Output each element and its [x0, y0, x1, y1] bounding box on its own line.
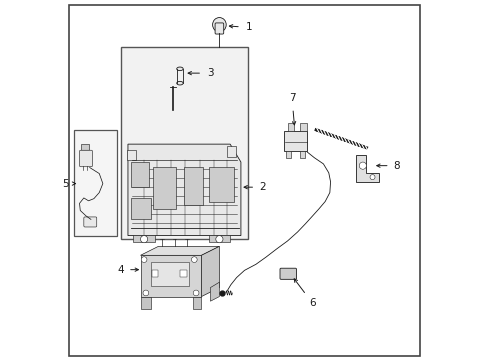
Text: 6: 6 — [308, 298, 315, 309]
Bar — [127, 149, 136, 160]
FancyBboxPatch shape — [121, 47, 247, 239]
Ellipse shape — [176, 81, 183, 85]
Circle shape — [215, 235, 223, 243]
Bar — [131, 198, 150, 220]
Circle shape — [359, 162, 366, 169]
Bar — [151, 262, 188, 286]
Text: 1: 1 — [246, 22, 252, 32]
Polygon shape — [140, 246, 219, 255]
Bar — [153, 167, 176, 209]
Text: 8: 8 — [392, 161, 399, 171]
Bar — [183, 167, 203, 205]
Circle shape — [141, 257, 147, 262]
Bar — [287, 123, 293, 131]
Text: 2: 2 — [258, 182, 265, 192]
Bar — [81, 144, 89, 149]
Circle shape — [191, 257, 197, 262]
Bar — [300, 150, 305, 158]
Polygon shape — [201, 246, 219, 297]
Circle shape — [140, 235, 147, 243]
Polygon shape — [128, 144, 241, 235]
Polygon shape — [140, 255, 201, 297]
Polygon shape — [355, 155, 378, 182]
Polygon shape — [140, 297, 151, 309]
FancyBboxPatch shape — [284, 131, 306, 151]
Bar — [226, 146, 235, 157]
FancyBboxPatch shape — [80, 150, 92, 167]
Ellipse shape — [212, 18, 226, 32]
Text: 3: 3 — [206, 68, 213, 78]
Bar — [285, 150, 290, 158]
Polygon shape — [192, 297, 201, 309]
FancyBboxPatch shape — [280, 268, 296, 279]
FancyBboxPatch shape — [215, 23, 223, 34]
Bar — [131, 162, 148, 187]
Text: 4: 4 — [118, 265, 124, 275]
Polygon shape — [210, 282, 219, 301]
Ellipse shape — [176, 67, 183, 71]
Circle shape — [142, 290, 148, 296]
FancyBboxPatch shape — [74, 130, 117, 235]
Bar — [208, 167, 233, 202]
Bar — [300, 123, 306, 131]
Circle shape — [369, 175, 374, 180]
Circle shape — [193, 290, 199, 296]
FancyBboxPatch shape — [83, 217, 97, 227]
Bar — [133, 235, 155, 242]
Bar — [208, 235, 230, 242]
Text: 7: 7 — [289, 93, 296, 103]
Text: 5: 5 — [62, 179, 69, 189]
